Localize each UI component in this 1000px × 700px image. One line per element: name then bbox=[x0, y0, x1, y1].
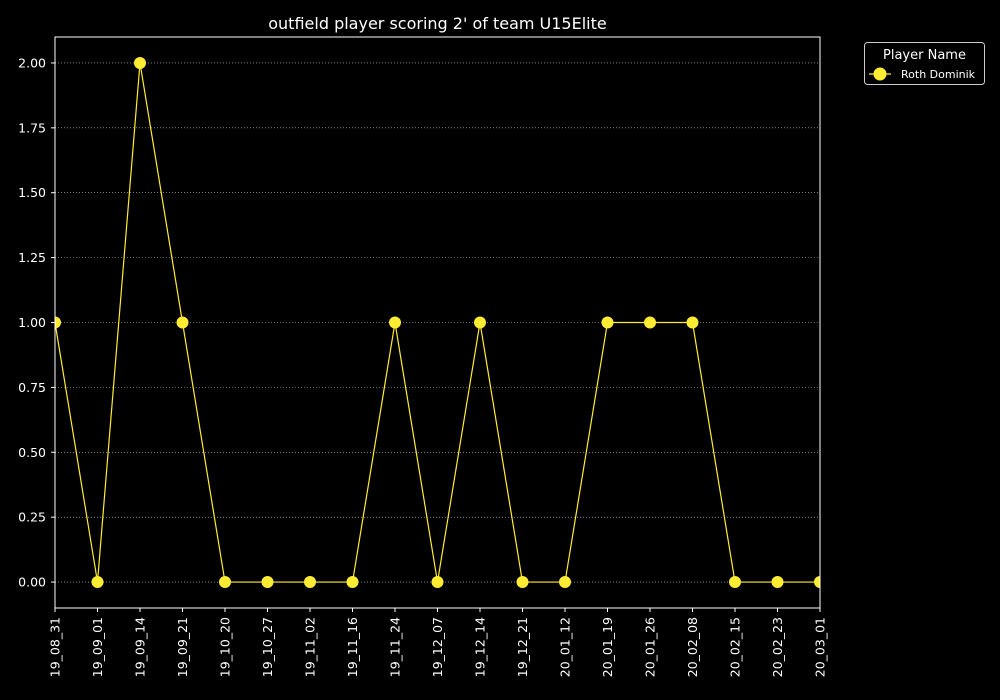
data-point bbox=[814, 576, 820, 589]
x-tick-label: 19_11_02 bbox=[303, 617, 318, 677]
data-point bbox=[601, 316, 614, 329]
data-point bbox=[134, 56, 146, 69]
x-tick-label: 19_12_14 bbox=[473, 617, 488, 677]
data-point bbox=[176, 316, 189, 329]
chart-title: outfield player scoring 2' of team U15El… bbox=[268, 14, 606, 33]
x-axis: 19_08_31 19_09_01 19_09_14 19_09_21 19_10_20… bbox=[48, 608, 828, 677]
data-point bbox=[91, 576, 104, 589]
y-tick-label: 0.50 bbox=[18, 445, 46, 460]
x-tick-label: 19_09_14 bbox=[133, 617, 148, 677]
x-tick-label: 19_12_07 bbox=[430, 617, 445, 677]
data-point bbox=[516, 576, 529, 589]
data-point bbox=[261, 576, 274, 589]
legend-title: Player Name bbox=[883, 48, 966, 63]
data-point bbox=[55, 316, 61, 329]
x-tick-label: 19_12_21 bbox=[515, 617, 530, 677]
x-tick-label: 19_11_24 bbox=[388, 617, 403, 677]
data-point bbox=[346, 576, 359, 589]
x-tick-label: 20_03_01 bbox=[813, 617, 828, 677]
x-tick-label: 20_02_23 bbox=[770, 617, 785, 677]
x-tick-label: 20_02_15 bbox=[728, 617, 743, 677]
y-tick-label: 2.00 bbox=[18, 55, 46, 70]
y-tick-label: 0.00 bbox=[18, 575, 46, 590]
y-tick-label: 1.25 bbox=[18, 250, 46, 265]
x-tick-label: 19_10_27 bbox=[260, 617, 275, 677]
legend: Player Name Roth Dominik bbox=[864, 42, 985, 85]
y-tick-label: 0.75 bbox=[18, 380, 46, 395]
y-tick-label: 1.00 bbox=[18, 315, 46, 330]
x-tick-label: 19_08_31 bbox=[48, 617, 63, 677]
data-point bbox=[389, 316, 401, 329]
legend-marker-swatch bbox=[873, 67, 887, 81]
y-tick-label: 0.25 bbox=[18, 510, 46, 525]
data-point bbox=[771, 576, 784, 589]
data-point bbox=[686, 316, 699, 329]
legend-frame bbox=[864, 42, 985, 85]
data-point bbox=[219, 576, 231, 589]
data-point bbox=[729, 576, 741, 589]
x-tick-label: 19_09_21 bbox=[175, 617, 190, 677]
x-tick-label: 19_10_20 bbox=[218, 617, 233, 677]
data-point bbox=[304, 576, 316, 589]
y-tick-label: 1.75 bbox=[18, 120, 46, 135]
series-layer bbox=[55, 56, 820, 589]
x-tick-label: 20_01_26 bbox=[643, 617, 658, 677]
data-point bbox=[644, 316, 656, 329]
x-tick-label: 20_02_08 bbox=[685, 617, 700, 677]
data-point bbox=[431, 576, 444, 589]
y-axis: 0.00 0.25 0.50 0.75 1.00 1.25 1.50 1.75 2.00 bbox=[18, 55, 55, 590]
data-point bbox=[559, 576, 571, 589]
x-tick-label: 20_01_12 bbox=[558, 617, 573, 677]
x-tick-label: 20_01_19 bbox=[600, 617, 615, 677]
x-tick-label: 19_11_16 bbox=[345, 617, 360, 677]
legend-item-label: Roth Dominik bbox=[901, 68, 976, 81]
x-tick-label: 19_09_01 bbox=[90, 617, 105, 677]
y-tick-label: 1.50 bbox=[18, 185, 46, 200]
data-point bbox=[474, 316, 486, 329]
